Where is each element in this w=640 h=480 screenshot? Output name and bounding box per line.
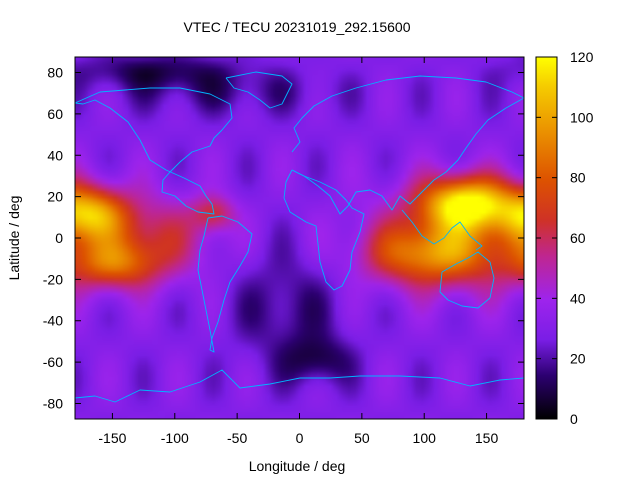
colorbar-tick-label: 40 [570,290,586,306]
coastline-south-america [197,215,253,353]
x-tick-label: 150 [475,430,499,446]
y-tick-label: 40 [47,147,63,163]
coastline-australia [439,251,495,309]
x-tick-label: 0 [296,430,304,446]
x-axis-ticks: -150 -100 -50 0 50 100 150 [98,57,498,446]
vtec-heatmap [75,57,524,419]
y-tick-label: 0 [55,230,63,246]
y-tick-label: 80 [47,65,63,81]
coastline-europe-asia [291,75,524,153]
x-tick-label: -100 [161,430,189,446]
coastline-maritime-continent [401,209,483,251]
y-tick-label: -40 [43,313,63,329]
colorbar: 0 20 40 60 80 100 120 [535,49,594,427]
y-tick-label: 20 [47,189,63,205]
colorbar-tick-label: 80 [570,170,586,186]
x-tick-label: 50 [354,430,370,446]
colorbar-tick-label: 0 [570,411,578,427]
y-tick-label: -80 [43,395,63,411]
coastline-africa [283,169,365,291]
coastline-greenland [225,71,293,109]
colorbar-gradient [536,57,557,419]
y-axis-ticks: -80 -60 -40 -20 0 20 40 60 80 [43,65,524,411]
x-tick-label: 100 [413,430,437,446]
colorbar-tick-label: 100 [570,109,594,125]
coastline-antarctica [75,369,524,403]
colorbar-tick-label: 20 [570,351,586,367]
colorbar-ticks: 0 20 40 60 80 100 120 [536,49,594,427]
plot-area [74,56,525,420]
y-tick-label: -60 [43,354,63,370]
y-tick-label: 60 [47,106,63,122]
chart-title: VTEC / TECU 20231019_292.15600 [183,19,410,35]
coastlines [75,71,524,403]
colorbar-tick-label: 120 [570,49,594,65]
coastline-north-america [75,87,233,215]
x-axis-label: Longitude / deg [249,458,346,474]
x-tick-label: -150 [98,430,126,446]
y-tick-label: -20 [43,271,63,287]
coastline-east-asia [291,97,524,215]
x-tick-label: -50 [227,430,247,446]
y-axis-label: Latitude / deg [6,196,22,281]
colorbar-tick-label: 60 [570,230,586,246]
